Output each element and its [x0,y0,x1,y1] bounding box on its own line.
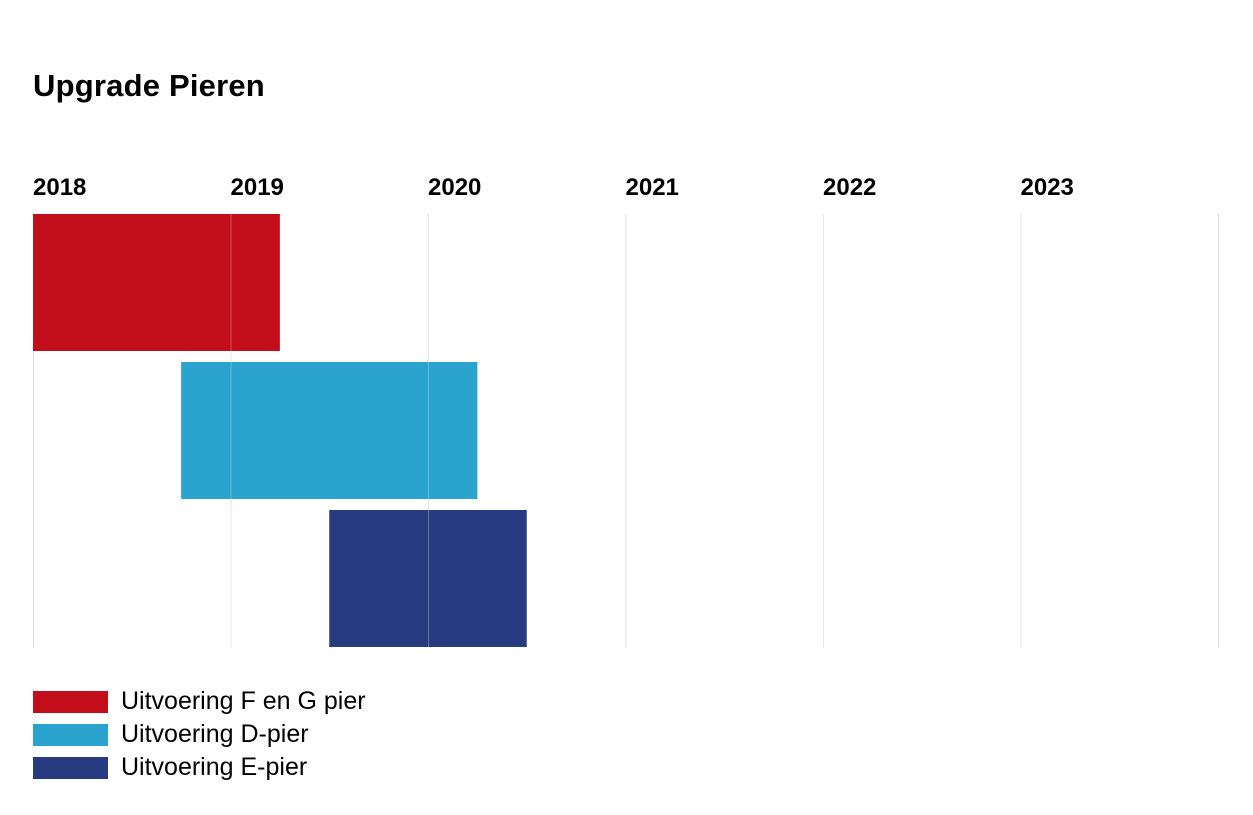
legend: Uitvoering F en G pier Uitvoering D-pier U… [33,685,366,784]
legend-label: Uitvoering F en G pier [121,687,366,715]
bars [33,214,1022,648]
year-axis: 2018 2019 2020 2021 2022 2023 [33,174,1074,201]
bar-3 [329,510,527,647]
legend-item: Uitvoering E-pier [33,751,366,784]
chart-title: Upgrade Pieren [33,68,265,103]
legend-swatch [33,723,108,746]
bar-2 [181,362,478,499]
legend-item: Uitvoering F en G pier [33,685,366,718]
legend-swatch [33,690,108,713]
legend-label: Uitvoering D-pier [121,720,309,748]
year-label-2022: 2022 [823,174,876,201]
year-label-2023: 2023 [1021,174,1074,201]
year-label-2018: 2018 [33,174,86,201]
year-label-2020: 2020 [428,174,481,201]
legend-label: Uitvoering E-pier [121,753,308,781]
bar-1 [33,214,280,351]
year-label-2021: 2021 [626,174,679,201]
year-label-2019: 2019 [231,174,284,201]
legend-item: Uitvoering D-pier [33,718,366,751]
legend-swatch [33,756,108,779]
